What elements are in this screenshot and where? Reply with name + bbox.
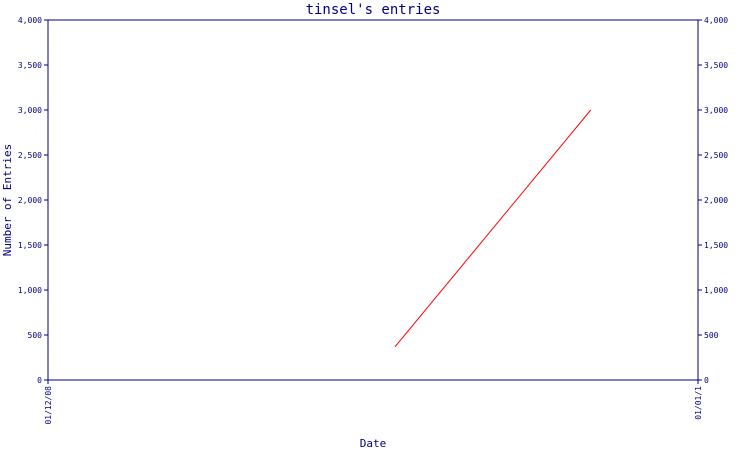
y-tick-label-right: 3,500	[704, 61, 728, 70]
y-tick-label-right: 1,000	[704, 286, 728, 295]
y-tick-label-right: 2,000	[704, 196, 728, 205]
y-tick-label-right: 3,000	[704, 106, 728, 115]
y-tick-label-left: 3,000	[18, 106, 42, 115]
y-axis-left: 0 500 1,000 1,500 2,000 2,500 3,000 3,500 4,000	[18, 16, 48, 385]
y-tick-label-left: 1,000	[18, 286, 42, 295]
x-axis-title: Date	[360, 437, 387, 450]
y-tick-label-left: 2,500	[18, 151, 42, 160]
y-tick-label-right: 2,500	[704, 151, 728, 160]
series-layer	[394, 109, 592, 348]
plot-area	[47, 19, 699, 381]
y-tick-label-right: 500	[704, 331, 719, 340]
y-tick-label-left: 4,000	[18, 16, 42, 25]
y-axis-title: Number of Entries	[1, 144, 14, 257]
y-tick-label-left: 500	[28, 331, 43, 340]
y-tick-label-right: 1,500	[704, 241, 728, 250]
y-tick-label-left: 2,000	[18, 196, 42, 205]
series-line	[394, 109, 592, 348]
x-tick-label: 01/01/1	[694, 386, 703, 420]
x-axis: 01/12/08 01/01/1	[44, 380, 703, 425]
x-tick-label: 01/12/08	[44, 386, 53, 425]
y-axis-right: 0 500 1,000 1,500 2,000 2,500 3,000 3,500 4,000	[698, 16, 728, 385]
y-tick-label-right: 4,000	[704, 16, 728, 25]
y-tick-label-right: 0	[704, 376, 709, 385]
chart-title: tinsel's entries	[306, 2, 441, 18]
y-tick-label-left: 0	[37, 376, 42, 385]
y-tick-label-left: 1,500	[18, 241, 42, 250]
y-tick-label-left: 3,500	[18, 61, 42, 70]
